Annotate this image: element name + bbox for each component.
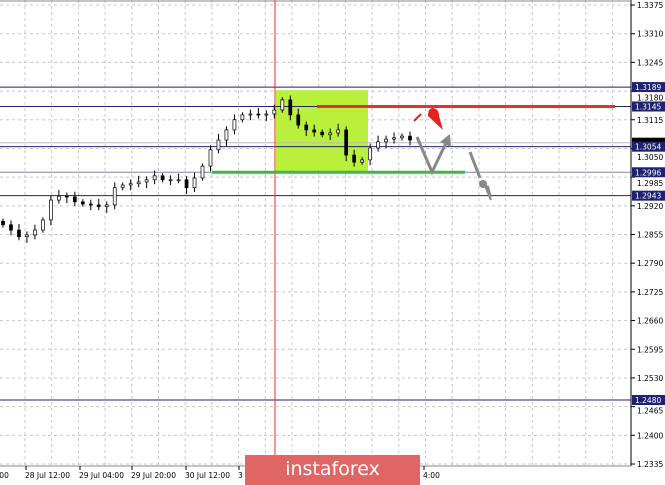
level-label: 1.3054	[635, 143, 661, 152]
candle-body	[304, 124, 309, 131]
time-tick-label: 30 Jul 12:00	[185, 471, 230, 480]
candle-body	[336, 129, 341, 134]
candle-body	[256, 113, 261, 116]
candle-body	[88, 203, 93, 206]
time-tick-label: 28 Jul 12:00	[25, 471, 70, 480]
candle-body	[392, 137, 396, 140]
time-tick-label: 29 Jul 04:00	[79, 471, 124, 480]
candle-body	[9, 224, 13, 231]
candle-body	[41, 219, 45, 231]
candle-body	[208, 149, 213, 167]
candle-body	[272, 109, 277, 115]
candle-body	[80, 201, 85, 205]
price-tick-label: 1.2335	[637, 460, 663, 469]
instaforex-watermark-logo: instaforex	[245, 455, 420, 485]
time-axis[interactable]: 0:00 28 Jul 12:00 29 Jul 04:00 29 Jul 20:00…	[0, 466, 440, 480]
level-label: 1.3189	[635, 83, 661, 92]
candle-body	[264, 113, 269, 116]
level-label: 1.2943	[635, 192, 661, 201]
bounce-up-arrow-icon	[415, 134, 451, 176]
candle-body	[120, 184, 125, 189]
candle-body	[168, 179, 173, 182]
price-tick-label: 1.3050	[637, 153, 663, 162]
price-tick-label: 1.2465	[637, 407, 663, 416]
candle-body	[64, 195, 69, 198]
candle-body	[352, 154, 356, 163]
candle-body	[368, 147, 372, 161]
candle-body	[136, 181, 141, 185]
level-lines	[0, 86, 631, 401]
price-tick-label: 1.2985	[637, 179, 663, 188]
price-tick-label: 1.2595	[637, 345, 663, 354]
candle-body	[192, 177, 197, 189]
time-tick-label: 3	[238, 471, 243, 480]
candle-body	[384, 138, 388, 143]
candle-body	[57, 195, 61, 201]
price-tick-label: 1.3115	[637, 116, 663, 125]
candle-body	[128, 183, 133, 186]
price-tick-label: 1.2920	[637, 202, 663, 211]
level-label: 1.2480	[635, 396, 661, 405]
candle-body	[280, 99, 285, 111]
price-tick-label: 1.2530	[637, 374, 663, 383]
candle-body	[1, 220, 5, 226]
level-label-box	[632, 141, 665, 152]
grid	[0, 0, 631, 466]
candle-body	[312, 129, 317, 133]
candle-body	[160, 175, 165, 181]
candle-body	[184, 179, 189, 189]
price-tick-label: 1.2725	[637, 288, 663, 297]
price-tick-label: 1.3375	[637, 1, 663, 10]
price-tick-label: 1.2660	[637, 317, 663, 326]
breakdown-arrow-icon	[468, 151, 492, 201]
candle-body	[216, 139, 221, 151]
level-price-labels: 1.3189 1.3145 1.3054 1.2996 1.2943 1.2480	[632, 82, 665, 406]
level-label-box	[632, 101, 665, 112]
candle-body	[112, 187, 117, 206]
price-tick-label: 1.2855	[637, 231, 663, 240]
candle-body	[72, 196, 77, 203]
candle-body	[360, 159, 364, 163]
price-tick-label: 1.3310	[637, 30, 663, 39]
level-label-box	[632, 395, 665, 406]
candle-body	[144, 179, 149, 183]
candle-body	[96, 204, 101, 208]
level-label: 1.2996	[635, 168, 661, 177]
candle-body	[408, 135, 412, 141]
price-tick-label: 1.3245	[637, 58, 663, 67]
time-tick-label: 0:00	[0, 471, 9, 480]
candle-body	[176, 179, 181, 182]
candle-body	[232, 119, 237, 131]
candle-body	[104, 204, 109, 208]
candle-body	[33, 229, 37, 236]
candles	[1, 95, 412, 243]
level-label-box	[632, 82, 665, 93]
candle-body	[344, 129, 349, 156]
price-axis[interactable]: 1.3375 1.3310 1.3245 1.3180 1.3115 1.3050 1.29…	[631, 1, 663, 469]
time-tick-label: 4:00	[423, 471, 440, 480]
candle-body	[49, 199, 53, 221]
candle-body	[400, 135, 404, 139]
candle-body	[288, 99, 293, 116]
candle-body	[152, 175, 157, 181]
candle-body	[240, 114, 245, 121]
candle-body	[224, 129, 229, 141]
time-tick-label: 29 Jul 20:00	[131, 471, 176, 480]
price-tick-label: 1.3180	[637, 94, 663, 103]
candle-body	[25, 234, 29, 238]
candle-body	[376, 141, 380, 149]
candle-body	[248, 113, 253, 116]
candle-body	[17, 229, 21, 238]
price-tick-label: 1.2400	[637, 431, 663, 440]
level-label-box	[632, 190, 665, 201]
candle-body	[320, 131, 325, 136]
candle-body	[296, 114, 301, 126]
level-label: 1.3145	[635, 103, 661, 112]
red-drop-marker-icon	[413, 108, 443, 130]
candle-body	[200, 165, 205, 179]
price-tick-label: 1.2790	[637, 259, 663, 268]
level-label-box	[632, 167, 665, 178]
candle-body	[328, 132, 333, 136]
